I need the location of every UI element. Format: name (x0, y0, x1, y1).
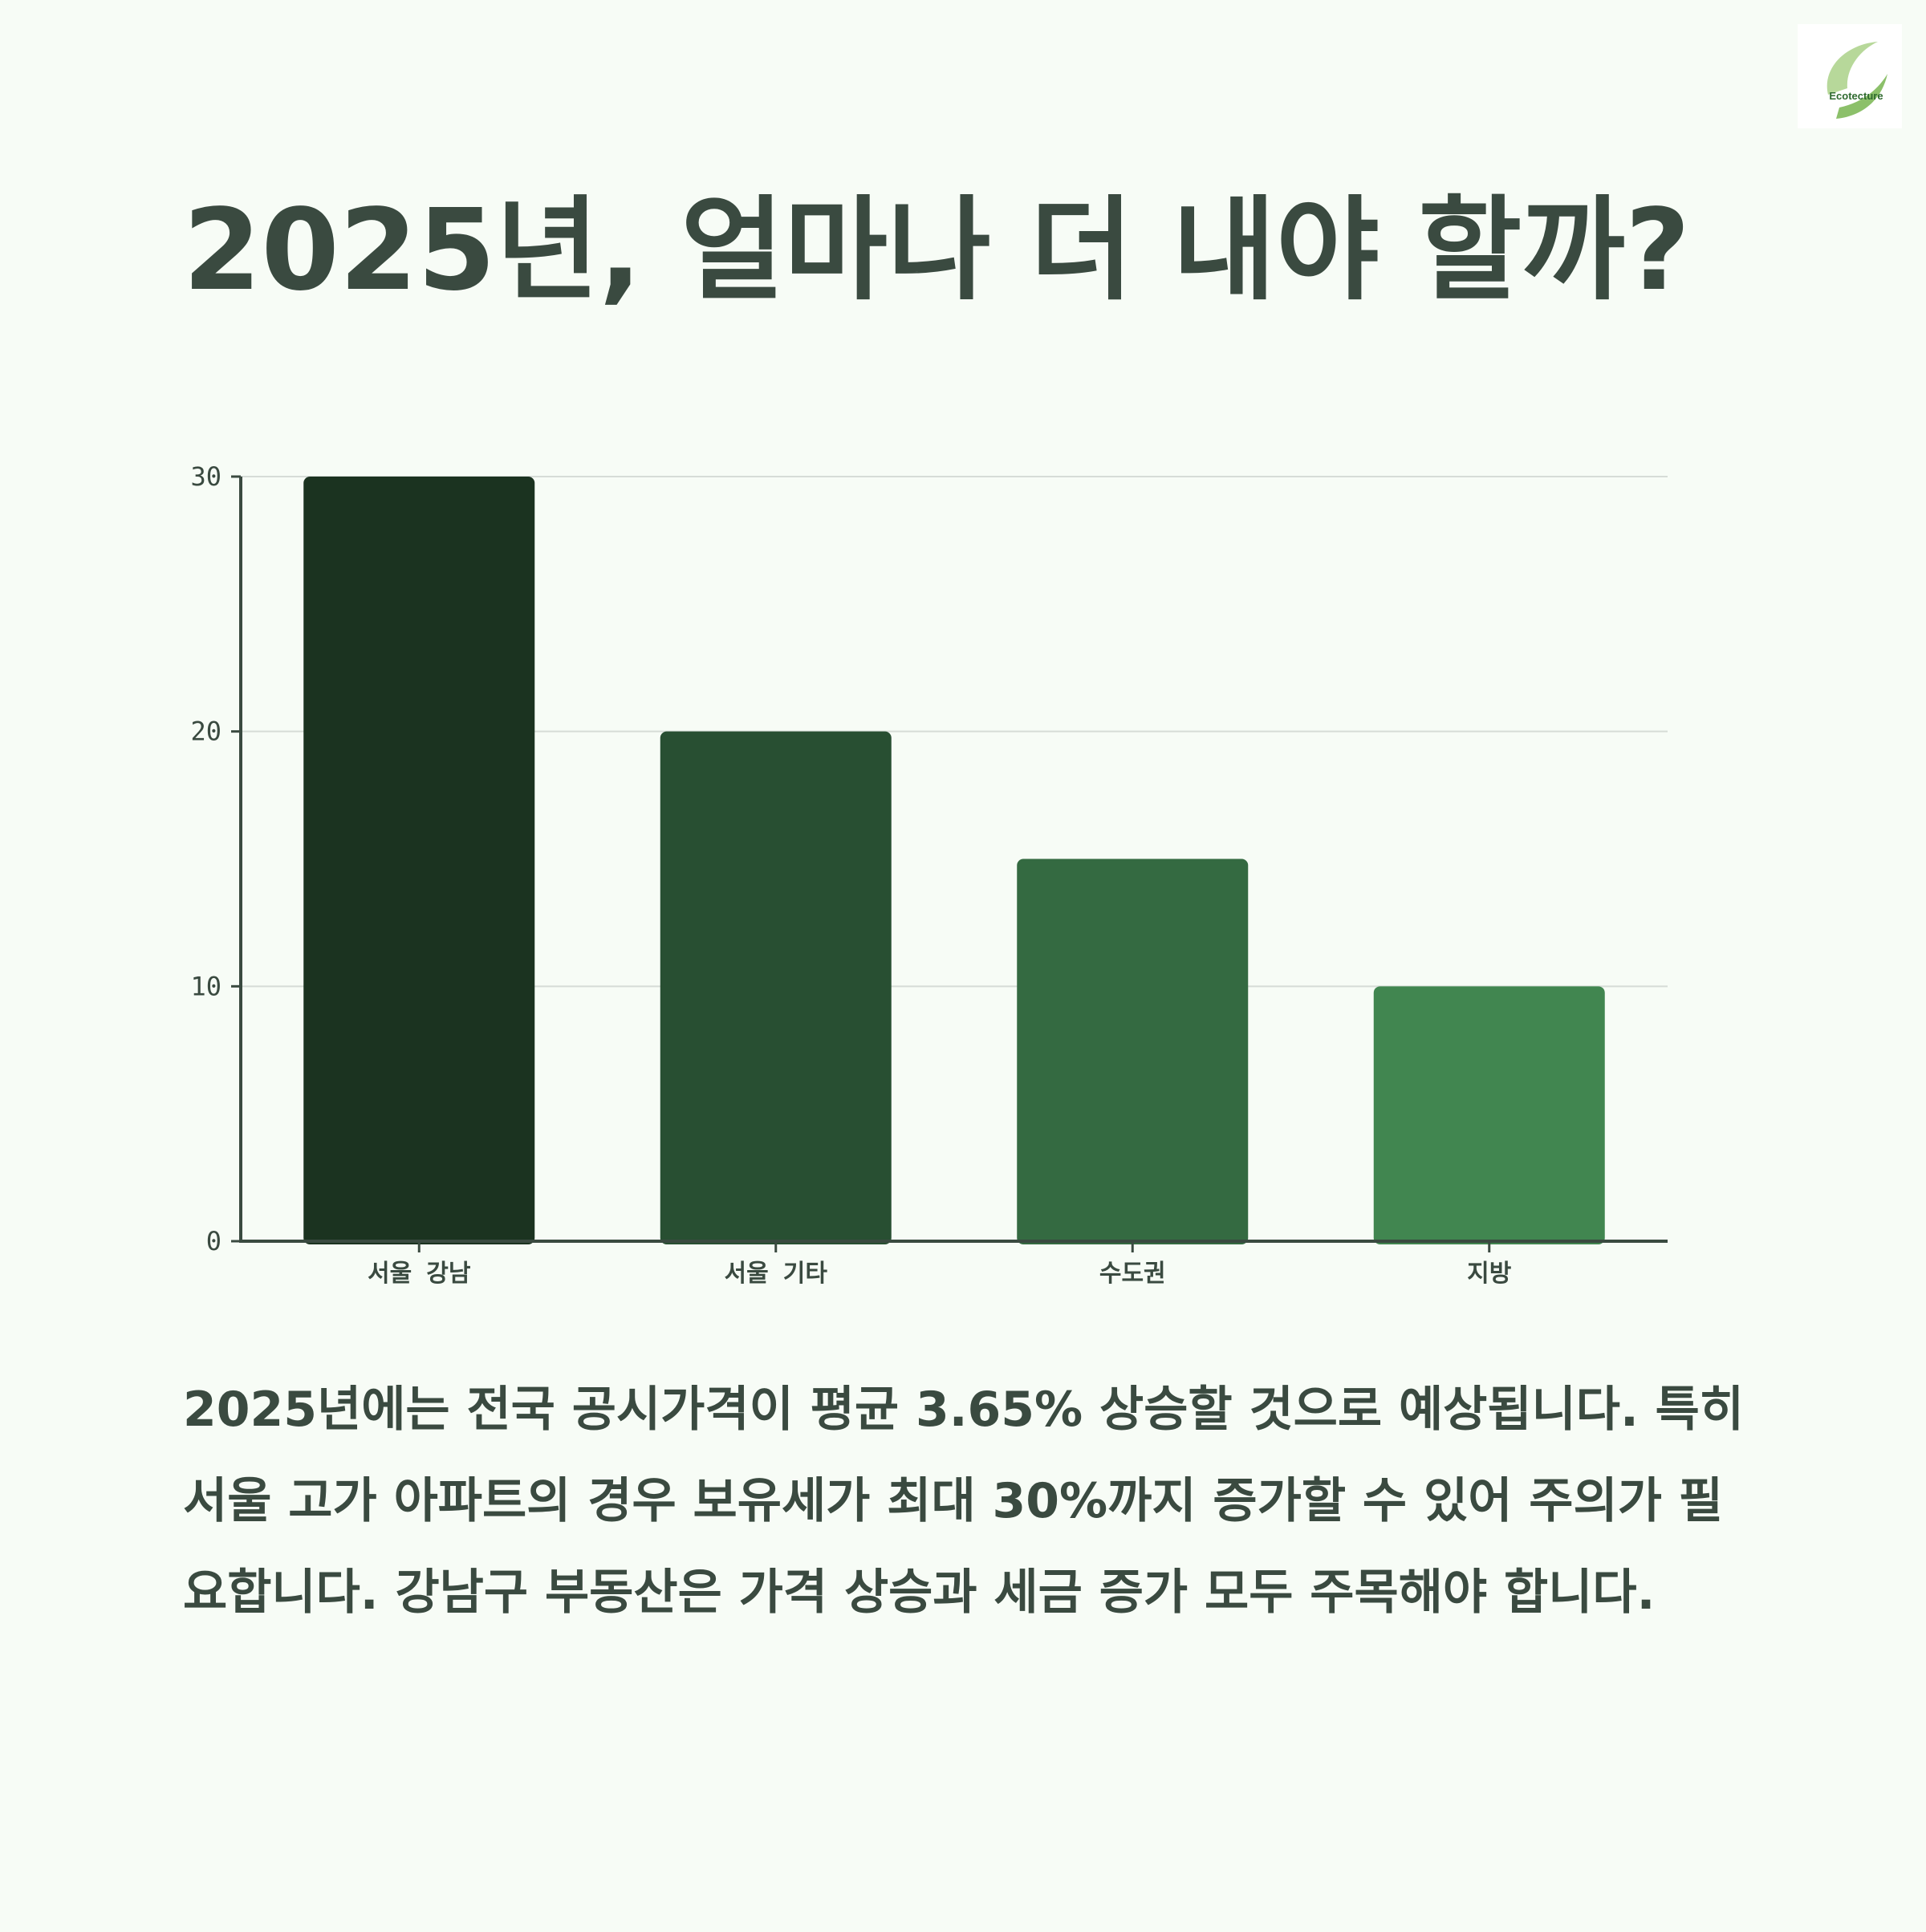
axes (231, 475, 1668, 1252)
bars (303, 477, 1605, 1244)
x-tick-label: 수도권 (1099, 1260, 1166, 1288)
x-tick-label: 지방 (1467, 1260, 1512, 1288)
y-tick-label: 30 (190, 461, 221, 492)
tick-labels: 0 10 20 30 서울 강남 서울 기타 수도권 지방 (190, 461, 1511, 1288)
y-tick-label: 0 (206, 1226, 221, 1256)
brand-name: Ecotecture (1829, 90, 1883, 102)
bar-1 (303, 477, 535, 1244)
leaf-swoosh-icon (1826, 42, 1887, 119)
description-text: 2025년에는 전국 공시가격이 평균 3.65% 상승할 것으로 예상됩니다.… (183, 1382, 1745, 1621)
y-tick-label: 20 (190, 716, 221, 747)
brand-logo: Ecotecture (1798, 24, 1902, 128)
bar-4 (1373, 986, 1605, 1244)
bar-chart: 0 10 20 30 서울 강남 서울 기타 수도권 지방 (190, 461, 1668, 1288)
y-tick-label: 10 (190, 971, 221, 1001)
x-tick-label: 서울 기타 (725, 1260, 828, 1288)
bar-2 (660, 731, 892, 1244)
page-title: 2025년, 얼마나 더 내야 할까? (183, 185, 1691, 316)
x-tick-label: 서울 강남 (368, 1260, 471, 1288)
bar-3 (1017, 858, 1249, 1244)
